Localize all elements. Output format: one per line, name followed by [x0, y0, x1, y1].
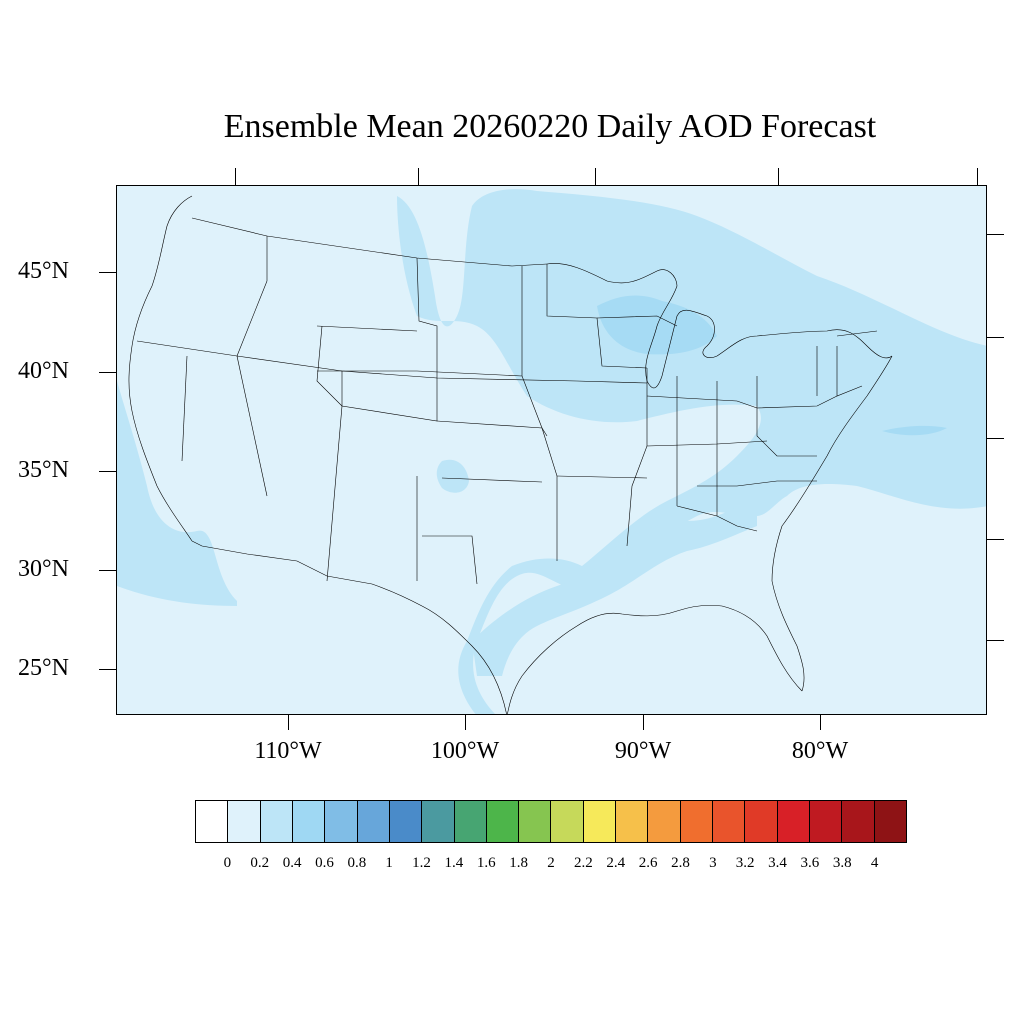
colorbar: [195, 800, 907, 843]
lon-tick-top: [595, 168, 596, 185]
colorbar-label: 0.4: [282, 855, 302, 871]
colorbar-label: 0: [223, 855, 232, 871]
lat-tick-left: [99, 570, 116, 571]
lat-label-30n: 30°N: [18, 556, 69, 582]
colorbar-labels: 0 0.2 0.4 0.6 0.8 1 1.2 1.4 1.6 1.8 2 2.2 2.4 2.6 2.8 3…: [195, 855, 907, 879]
colorbar-label: 2.8: [671, 855, 690, 871]
map-title: Ensemble Mean 20260220 Daily AOD Forecas…: [223, 108, 877, 145]
colorbar-label: 3.4: [768, 855, 787, 871]
colorbar-cell: [745, 801, 778, 842]
colorbar-label: 1: [385, 855, 393, 871]
aod-plume-gulf: [472, 496, 757, 676]
colorbar-label: 3: [709, 855, 717, 871]
lat-tick-right: [987, 234, 1004, 235]
colorbar-cell: [519, 801, 552, 842]
colorbar-label: 2: [547, 855, 555, 871]
colorbar-cell: [874, 801, 906, 842]
lon-label-100w: 100°W: [430, 738, 500, 764]
colorbar-cell: [292, 801, 326, 842]
colorbar-label: 1.6: [476, 855, 496, 871]
colorbar-cell: [680, 801, 713, 842]
colorbar-label: 1.4: [444, 855, 464, 871]
colorbar-cell: [389, 801, 423, 842]
lon-tick-top: [235, 168, 236, 185]
lat-label-40n: 40°N: [18, 358, 69, 384]
colorbar-cell: [616, 801, 649, 842]
lat-tick-right: [987, 337, 1004, 338]
lon-tick-bottom: [465, 715, 466, 730]
lat-label-45n: 45°N: [18, 258, 69, 284]
lat-tick-left: [99, 372, 116, 373]
lon-tick-bottom: [820, 715, 821, 730]
lat-tick-right: [987, 438, 1004, 439]
colorbar-label: 0.6: [315, 855, 334, 871]
colorbar-cell: [809, 801, 843, 842]
colorbar-label: 0.2: [250, 855, 270, 871]
colorbar-cell: [648, 801, 681, 842]
colorbar-cell: [260, 801, 293, 842]
lon-label-80w: 80°W: [791, 738, 849, 764]
colorbar-cell: [325, 801, 358, 842]
colorbar-cell: [454, 801, 487, 842]
aod-core-atlantic: [882, 425, 947, 436]
lon-tick-bottom: [288, 715, 289, 730]
aod-map: [117, 186, 986, 714]
colorbar-label: 2.6: [638, 855, 658, 871]
lon-label-90w: 90°W: [614, 738, 672, 764]
colorbar-label: 1.8: [509, 855, 528, 871]
lat-label-35n: 35°N: [18, 457, 69, 483]
colorbar-label: 0.8: [347, 855, 367, 871]
colorbar-cell: [196, 801, 229, 842]
lon-tick-top: [977, 168, 978, 185]
lat-tick-right: [987, 539, 1004, 540]
lat-tick-left: [99, 272, 116, 273]
colorbar-label: 3.2: [735, 855, 755, 871]
colorbar-cell: [713, 801, 746, 842]
lon-label-110w: 110°W: [254, 738, 322, 764]
colorbar-cell: [583, 801, 617, 842]
colorbar-label: 2.4: [606, 855, 626, 871]
lat-label-25n: 25°N: [18, 655, 69, 681]
lat-tick-right: [987, 640, 1004, 641]
colorbar-cell: [228, 801, 261, 842]
colorbar-cell: [842, 801, 875, 842]
lon-tick-bottom: [643, 715, 644, 730]
lon-tick-top: [778, 168, 779, 185]
colorbar-label: 1.2: [412, 855, 431, 871]
lon-tick-top: [418, 168, 419, 185]
state-boundaries: [128, 195, 893, 714]
lat-tick-left: [99, 471, 116, 472]
colorbar-cell: [422, 801, 455, 842]
colorbar-cell: [777, 801, 810, 842]
colorbar-label: 4: [870, 855, 879, 871]
aod-plume-central: [436, 459, 469, 493]
colorbar-cell: [551, 801, 584, 842]
map-panel: [116, 185, 987, 715]
colorbar-label: 2.2: [573, 855, 593, 871]
aod-plume-plains: [397, 189, 986, 714]
colorbar-cell: [357, 801, 390, 842]
colorbar-label: 3.6: [800, 855, 820, 871]
colorbar-label: 3.8: [832, 855, 852, 871]
aod-plume-pacific: [117, 381, 237, 606]
aod-plumes: [117, 189, 986, 714]
lat-tick-left: [99, 669, 116, 670]
colorbar-cell: [486, 801, 520, 842]
